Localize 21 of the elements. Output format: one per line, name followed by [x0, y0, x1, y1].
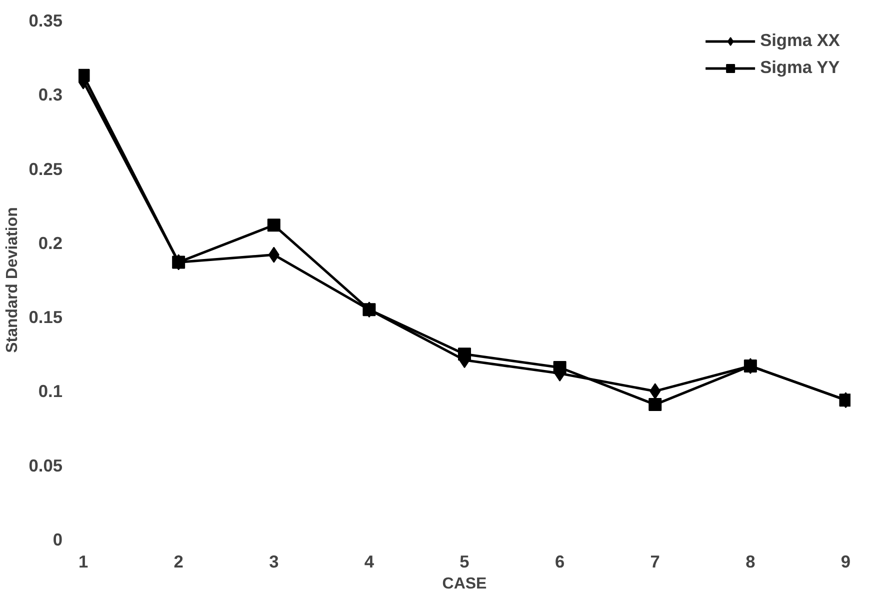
x-tick-label: 7 [650, 552, 660, 572]
y-tick-label: 0.2 [38, 232, 63, 253]
x-tick-label: 3 [269, 552, 280, 572]
y-tick-label: 0.05 [28, 455, 63, 476]
legend-label: Sigma XX [760, 30, 840, 51]
y-tick-label: 0 [52, 530, 63, 550]
x-axis-title: CASE [442, 576, 488, 592]
y-tick-label: 0.35 [28, 10, 63, 30]
y-tick-label: 0.1 [38, 381, 63, 402]
x-tick-label: 9 [840, 552, 851, 572]
x-tick-label: 1 [78, 552, 88, 572]
y-tick-label: 0.25 [28, 158, 63, 179]
y-tick-label: 0.15 [28, 307, 63, 328]
x-tick-label: 6 [554, 552, 565, 572]
y-axis-title: Standard Deviation [4, 207, 21, 353]
y-tick-label: 0.3 [38, 84, 63, 105]
legend-label: Sigma YY [760, 57, 840, 78]
x-tick-label: 5 [460, 552, 470, 572]
x-tick-label: 4 [364, 552, 374, 572]
x-tick-label: 2 [174, 552, 184, 572]
x-tick-label: 8 [746, 552, 756, 572]
